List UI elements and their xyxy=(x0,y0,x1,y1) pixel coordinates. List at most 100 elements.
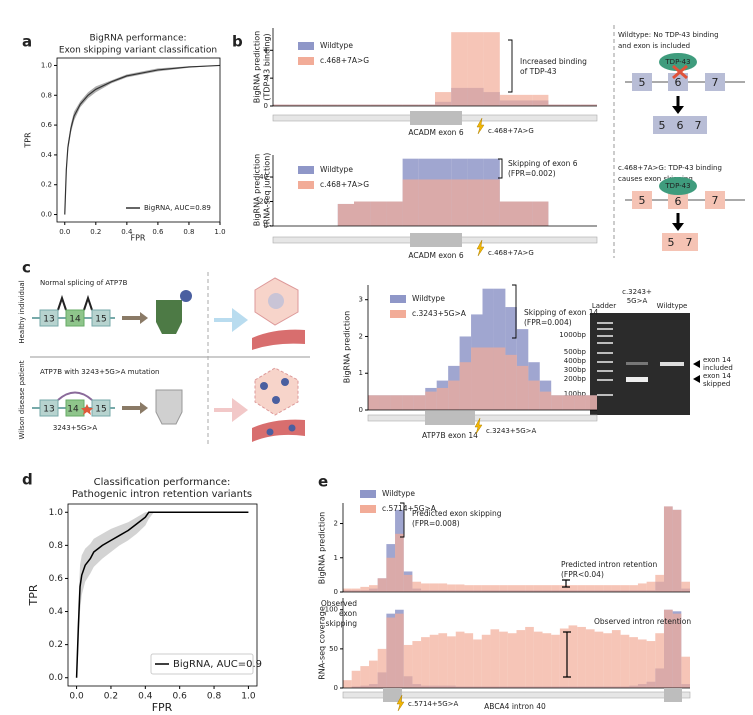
coverage-bin xyxy=(499,201,516,226)
coverage-bin xyxy=(603,633,612,688)
exon-track xyxy=(383,688,402,702)
coverage-bin xyxy=(548,104,565,106)
coverage-bin xyxy=(562,395,575,410)
gene-label: ACADM exon 6 xyxy=(408,128,463,137)
roc-line xyxy=(75,511,249,678)
coverage-bin xyxy=(532,201,549,226)
blood-vessel xyxy=(252,329,305,350)
exon-track xyxy=(664,688,682,702)
coverage-bin xyxy=(507,585,517,592)
coverage-bin xyxy=(448,380,460,410)
x-tick-label: 0.4 xyxy=(121,228,133,236)
transporter xyxy=(155,389,183,425)
exon-box xyxy=(65,309,85,327)
coverage-bin xyxy=(568,585,578,592)
y-tick-label: 2 xyxy=(264,74,268,82)
coverage-bin xyxy=(629,637,638,688)
coverage-bin xyxy=(481,585,491,592)
coverage-bin xyxy=(418,104,435,106)
exon-label: 5 xyxy=(639,194,646,207)
caption: and exon is included xyxy=(618,42,690,50)
row-title: ATP7B with 3243+5G>A mutation xyxy=(40,368,159,376)
exon-label: 14 xyxy=(67,405,79,415)
band-label: skipped xyxy=(703,380,730,388)
coverage-bin xyxy=(620,585,630,592)
legend-label: c.5714+5G>A xyxy=(382,504,437,513)
coverage-bin xyxy=(370,104,387,106)
protein-label: TDP-43 xyxy=(664,58,690,66)
chart-title: Exon skipping variant classification xyxy=(59,46,217,56)
x-tick-label: 0.8 xyxy=(183,228,194,236)
annotation-bracket xyxy=(508,39,513,93)
coverage-bin xyxy=(438,633,448,688)
coverage-bin xyxy=(507,633,517,688)
annotation-bracket xyxy=(512,284,517,339)
band-pointer xyxy=(693,375,700,383)
mrna-box xyxy=(662,233,698,251)
annotation-bar xyxy=(563,631,571,678)
exon-label: 5 xyxy=(659,119,666,132)
coverage-bin xyxy=(451,32,468,106)
coverage-bin xyxy=(483,179,500,226)
coverage-bin xyxy=(490,629,500,688)
coverage-bin xyxy=(499,94,516,106)
coverage-bin xyxy=(663,506,673,592)
row-title: Normal splicing of ATP7B xyxy=(40,279,128,287)
y-tick-label: 0.2 xyxy=(41,181,52,189)
coverage-bin xyxy=(360,666,370,688)
confidence-band xyxy=(76,512,249,678)
annotation-bracket xyxy=(498,158,503,179)
y-tick-label: 0 xyxy=(359,406,363,414)
coverage-bin xyxy=(672,613,682,688)
y-tick-label: 50 xyxy=(329,645,338,653)
protein xyxy=(659,177,697,195)
exon-label: 7 xyxy=(686,236,693,249)
panel-letter: a xyxy=(22,33,32,51)
lane-label: Ladder xyxy=(592,302,616,310)
legend-frame xyxy=(150,653,254,675)
coverage-bin xyxy=(580,104,597,106)
exon-label: 15 xyxy=(95,315,106,325)
coverage-bin xyxy=(655,574,664,592)
variant-label: c.3243+5G>A xyxy=(486,427,536,435)
protein xyxy=(659,53,697,71)
copper-ion xyxy=(266,428,274,436)
coverage-bin xyxy=(551,585,560,592)
chart-title: Pathogenic intron retention variants xyxy=(72,489,252,500)
coverage-bin xyxy=(425,391,437,410)
coverage-bin xyxy=(559,628,569,688)
splice-arc xyxy=(57,294,67,311)
y-tick-label: 0.0 xyxy=(49,673,64,683)
exon-track xyxy=(410,111,462,125)
panel-letter: d xyxy=(22,471,33,489)
coverage-bin xyxy=(505,354,517,410)
coverage-bin xyxy=(289,104,306,106)
coverage-bin xyxy=(455,584,465,592)
coverage-bin xyxy=(351,670,361,688)
coverage-bin xyxy=(467,32,484,106)
y-tick-label: 0 xyxy=(334,588,338,596)
band-label: exon 14 xyxy=(703,356,732,364)
coverage-bin xyxy=(542,633,552,688)
splice-arc xyxy=(83,294,93,311)
coverage-bin xyxy=(577,626,586,688)
annotation: Observed intron retention xyxy=(594,617,691,626)
caption: c.468+7A>G: TDP-43 binding xyxy=(618,164,722,172)
exon-box xyxy=(705,191,725,209)
gel-band xyxy=(660,362,684,366)
mrna-box xyxy=(653,116,707,134)
coverage-bin xyxy=(559,585,569,592)
coverage-bin xyxy=(516,585,526,592)
exon-box xyxy=(668,191,688,209)
coverage-bin xyxy=(471,347,483,410)
coverage-bin xyxy=(421,583,430,592)
y-tick-label: 2 xyxy=(334,520,338,528)
x-tick-label: 0.8 xyxy=(207,692,222,702)
coverage-bin xyxy=(516,365,529,410)
exon-label: 15 xyxy=(95,405,106,415)
legend-swatch xyxy=(298,57,314,65)
legend-label: Wildtype xyxy=(320,41,353,50)
legend-label: Wildtype xyxy=(412,294,445,303)
coverage-bin xyxy=(528,380,540,410)
coverage-bin xyxy=(499,585,508,592)
